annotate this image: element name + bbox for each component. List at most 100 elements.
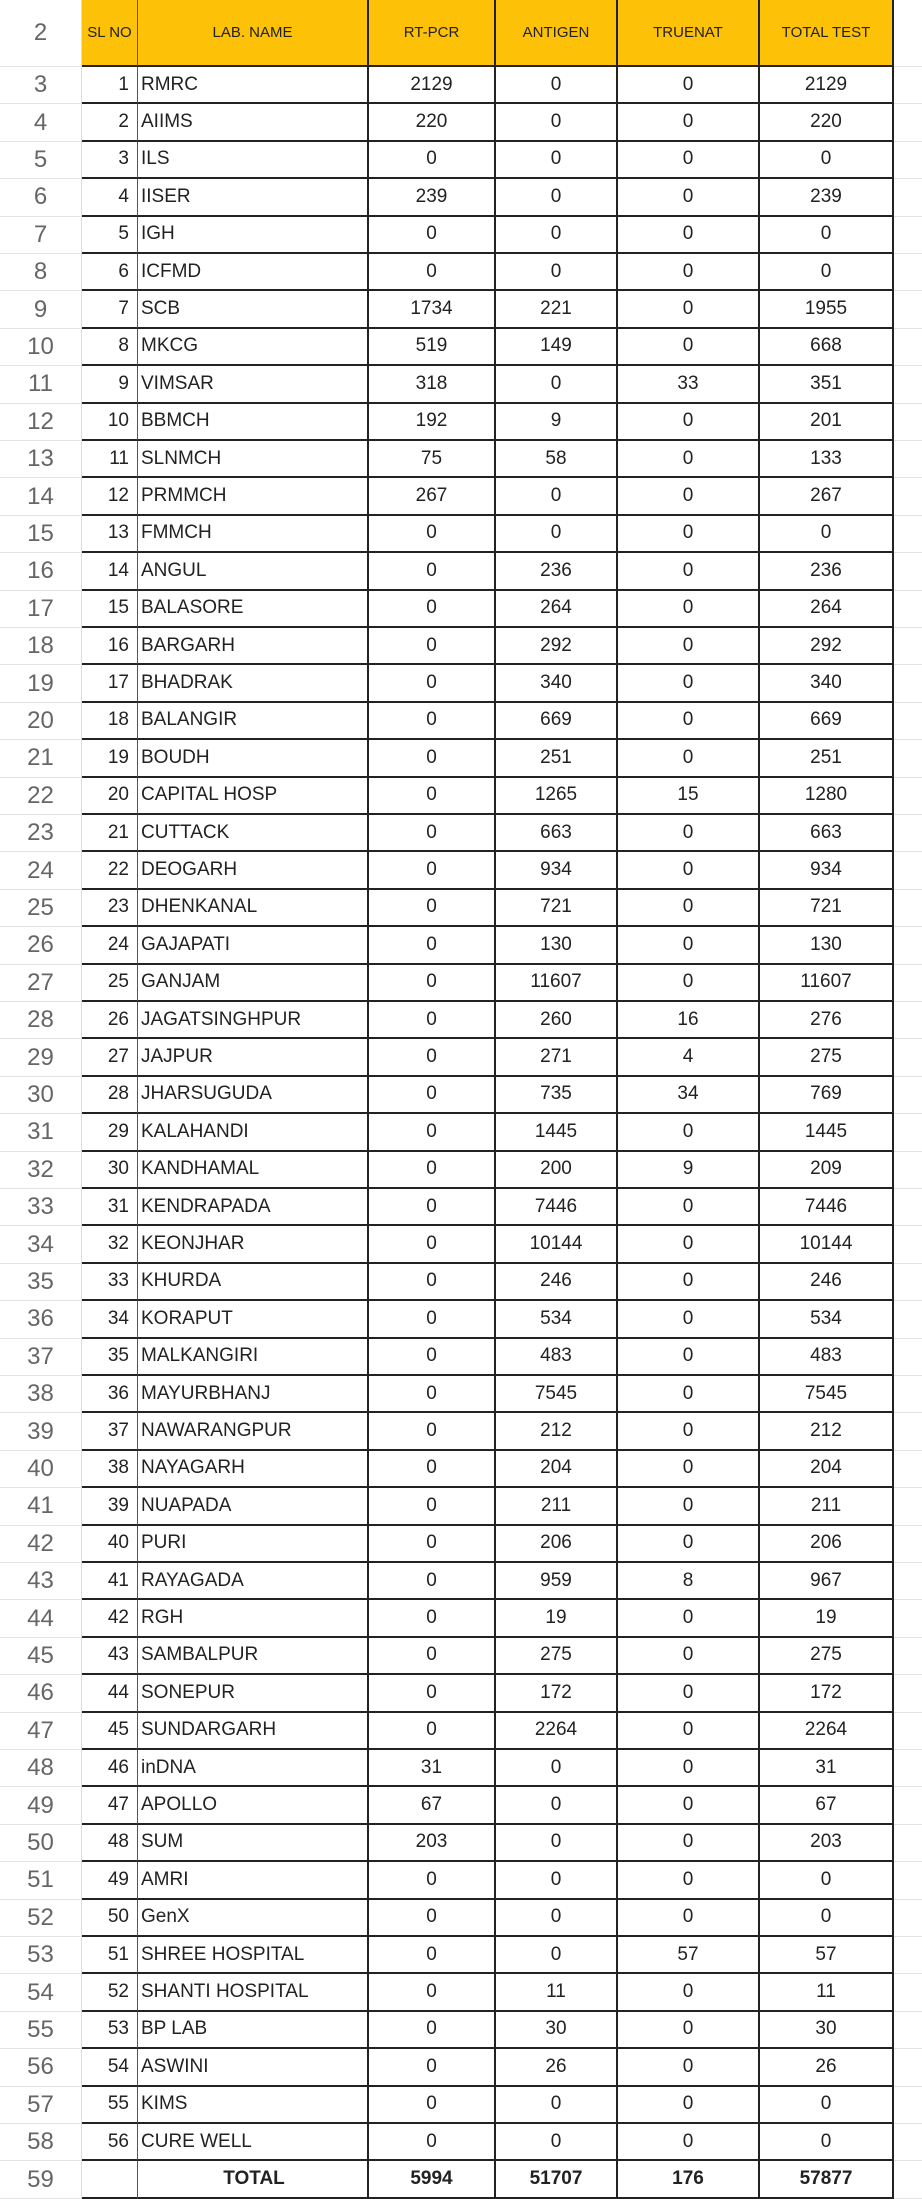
sl-no-cell[interactable]: 2: [82, 104, 138, 142]
antigen-cell[interactable]: 0: [496, 2086, 618, 2124]
row-number[interactable]: 2: [0, 0, 82, 67]
row-number[interactable]: 53: [0, 1937, 82, 1975]
rt-pcr-cell[interactable]: 0: [369, 1675, 496, 1713]
sl-no-cell[interactable]: 14: [82, 553, 138, 591]
lab-name-cell[interactable]: GAJAPATI: [138, 927, 369, 965]
row-number[interactable]: 20: [0, 702, 82, 741]
sl-no-cell[interactable]: 5: [82, 216, 138, 254]
empty-cell[interactable]: [894, 1451, 922, 1489]
lab-name-cell[interactable]: BBMCH: [138, 403, 369, 441]
rt-pcr-cell[interactable]: 0: [369, 927, 496, 965]
antigen-cell[interactable]: 30: [496, 2011, 618, 2050]
sl-no-cell[interactable]: 52: [82, 1974, 138, 2012]
sl-no-cell[interactable]: 10: [82, 403, 138, 441]
sl-no-cell[interactable]: 43: [82, 1637, 138, 1676]
lab-name-cell[interactable]: BHADRAK: [138, 665, 369, 703]
total-test-cell[interactable]: 267: [760, 478, 894, 516]
total-test-cell[interactable]: 2129: [760, 67, 894, 105]
sl-no-cell[interactable]: 35: [82, 1338, 138, 1376]
row-number[interactable]: 11: [0, 366, 82, 404]
rt-pcr-cell[interactable]: 0: [369, 2011, 496, 2050]
sl-no-cell[interactable]: 53: [82, 2011, 138, 2050]
empty-cell[interactable]: [894, 104, 922, 142]
row-number[interactable]: 40: [0, 1450, 82, 1489]
row-number[interactable]: 48: [0, 1750, 82, 1788]
rt-pcr-cell[interactable]: 0: [369, 1488, 496, 1526]
sl-no-cell[interactable]: 31: [82, 1189, 138, 1227]
sl-no-cell[interactable]: 38: [82, 1450, 138, 1489]
total-rt-pcr[interactable]: 5994: [369, 2161, 496, 2199]
rt-pcr-cell[interactable]: 0: [369, 1712, 496, 1750]
empty-cell[interactable]: [894, 1750, 922, 1788]
lab-name-cell[interactable]: KEONJHAR: [138, 1226, 369, 1264]
empty-cell[interactable]: [894, 254, 922, 292]
total-test-cell[interactable]: 206: [760, 1525, 894, 1563]
antigen-cell[interactable]: 534: [496, 1301, 618, 1339]
row-number[interactable]: 18: [0, 628, 82, 666]
antigen-cell[interactable]: 2264: [496, 1712, 618, 1750]
row-number[interactable]: 31: [0, 1114, 82, 1152]
sl-no-cell[interactable]: 17: [82, 665, 138, 703]
lab-name-cell[interactable]: RAYAGADA: [138, 1563, 369, 1601]
truenat-cell[interactable]: 0: [618, 141, 760, 180]
antigen-cell[interactable]: 0: [496, 67, 618, 105]
total-test-cell[interactable]: 0: [760, 1899, 894, 1937]
sl-no-cell[interactable]: 25: [82, 964, 138, 1002]
truenat-cell[interactable]: 0: [618, 815, 760, 853]
empty-cell[interactable]: [894, 142, 922, 180]
lab-name-cell[interactable]: BOUDH: [138, 740, 369, 778]
lab-name-cell[interactable]: BALANGIR: [138, 702, 369, 741]
antigen-cell[interactable]: 663: [496, 815, 618, 853]
row-number[interactable]: 39: [0, 1413, 82, 1451]
truenat-cell[interactable]: 0: [618, 1600, 760, 1638]
rt-pcr-cell[interactable]: 192: [369, 403, 496, 441]
row-number[interactable]: 26: [0, 927, 82, 965]
empty-cell[interactable]: [894, 67, 922, 105]
rt-pcr-cell[interactable]: 0: [369, 964, 496, 1002]
lab-name-cell[interactable]: KENDRAPADA: [138, 1189, 369, 1227]
row-number[interactable]: 30: [0, 1076, 82, 1115]
lab-name-cell[interactable]: KORAPUT: [138, 1301, 369, 1339]
antigen-cell[interactable]: 204: [496, 1450, 618, 1489]
empty-cell[interactable]: [894, 703, 922, 741]
truenat-cell[interactable]: 0: [618, 478, 760, 516]
antigen-cell[interactable]: 0: [496, 1862, 618, 1900]
antigen-cell[interactable]: 1445: [496, 1114, 618, 1152]
sl-no-cell[interactable]: 40: [82, 1525, 138, 1563]
empty-cell[interactable]: [894, 1825, 922, 1863]
antigen-cell[interactable]: 11607: [496, 964, 618, 1002]
empty-cell[interactable]: [894, 927, 922, 965]
truenat-cell[interactable]: 0: [618, 1226, 760, 1264]
empty-cell[interactable]: [894, 1526, 922, 1563]
rt-pcr-cell[interactable]: 0: [369, 702, 496, 741]
row-number[interactable]: 28: [0, 1002, 82, 1040]
total-test-cell[interactable]: 0: [760, 254, 894, 292]
lab-name-cell[interactable]: IISER: [138, 179, 369, 217]
truenat-cell[interactable]: 0: [618, 1675, 760, 1713]
empty-cell[interactable]: [894, 1039, 922, 1077]
rt-pcr-cell[interactable]: 0: [369, 1413, 496, 1451]
truenat-cell[interactable]: 0: [618, 1899, 760, 1937]
antigen-cell[interactable]: 0: [496, 179, 618, 217]
row-number[interactable]: 57: [0, 2086, 82, 2124]
antigen-cell[interactable]: 1265: [496, 777, 618, 815]
sl-no-cell[interactable]: 4: [82, 179, 138, 217]
rt-pcr-cell[interactable]: 519: [369, 328, 496, 367]
lab-name-cell[interactable]: DEOGARH: [138, 852, 369, 890]
total-test-cell[interactable]: 31: [760, 1750, 894, 1788]
sl-no-cell[interactable]: 8: [82, 328, 138, 367]
sl-no-cell[interactable]: 23: [82, 889, 138, 928]
rt-pcr-cell[interactable]: 0: [369, 515, 496, 554]
total-test-cell[interactable]: 67: [760, 1787, 894, 1825]
rt-pcr-cell[interactable]: 0: [369, 665, 496, 703]
lab-name-cell[interactable]: SAMBALPUR: [138, 1637, 369, 1676]
truenat-cell[interactable]: 0: [618, 1824, 760, 1863]
row-number[interactable]: 27: [0, 964, 82, 1002]
empty-cell[interactable]: [894, 404, 922, 441]
header-truenat[interactable]: TRUENAT: [618, 0, 760, 67]
total-test-cell[interactable]: 203: [760, 1824, 894, 1863]
lab-name-cell[interactable]: APOLLO: [138, 1787, 369, 1825]
empty-cell[interactable]: [894, 890, 922, 928]
empty-cell[interactable]: [894, 1713, 922, 1750]
truenat-cell[interactable]: 34: [618, 1076, 760, 1115]
